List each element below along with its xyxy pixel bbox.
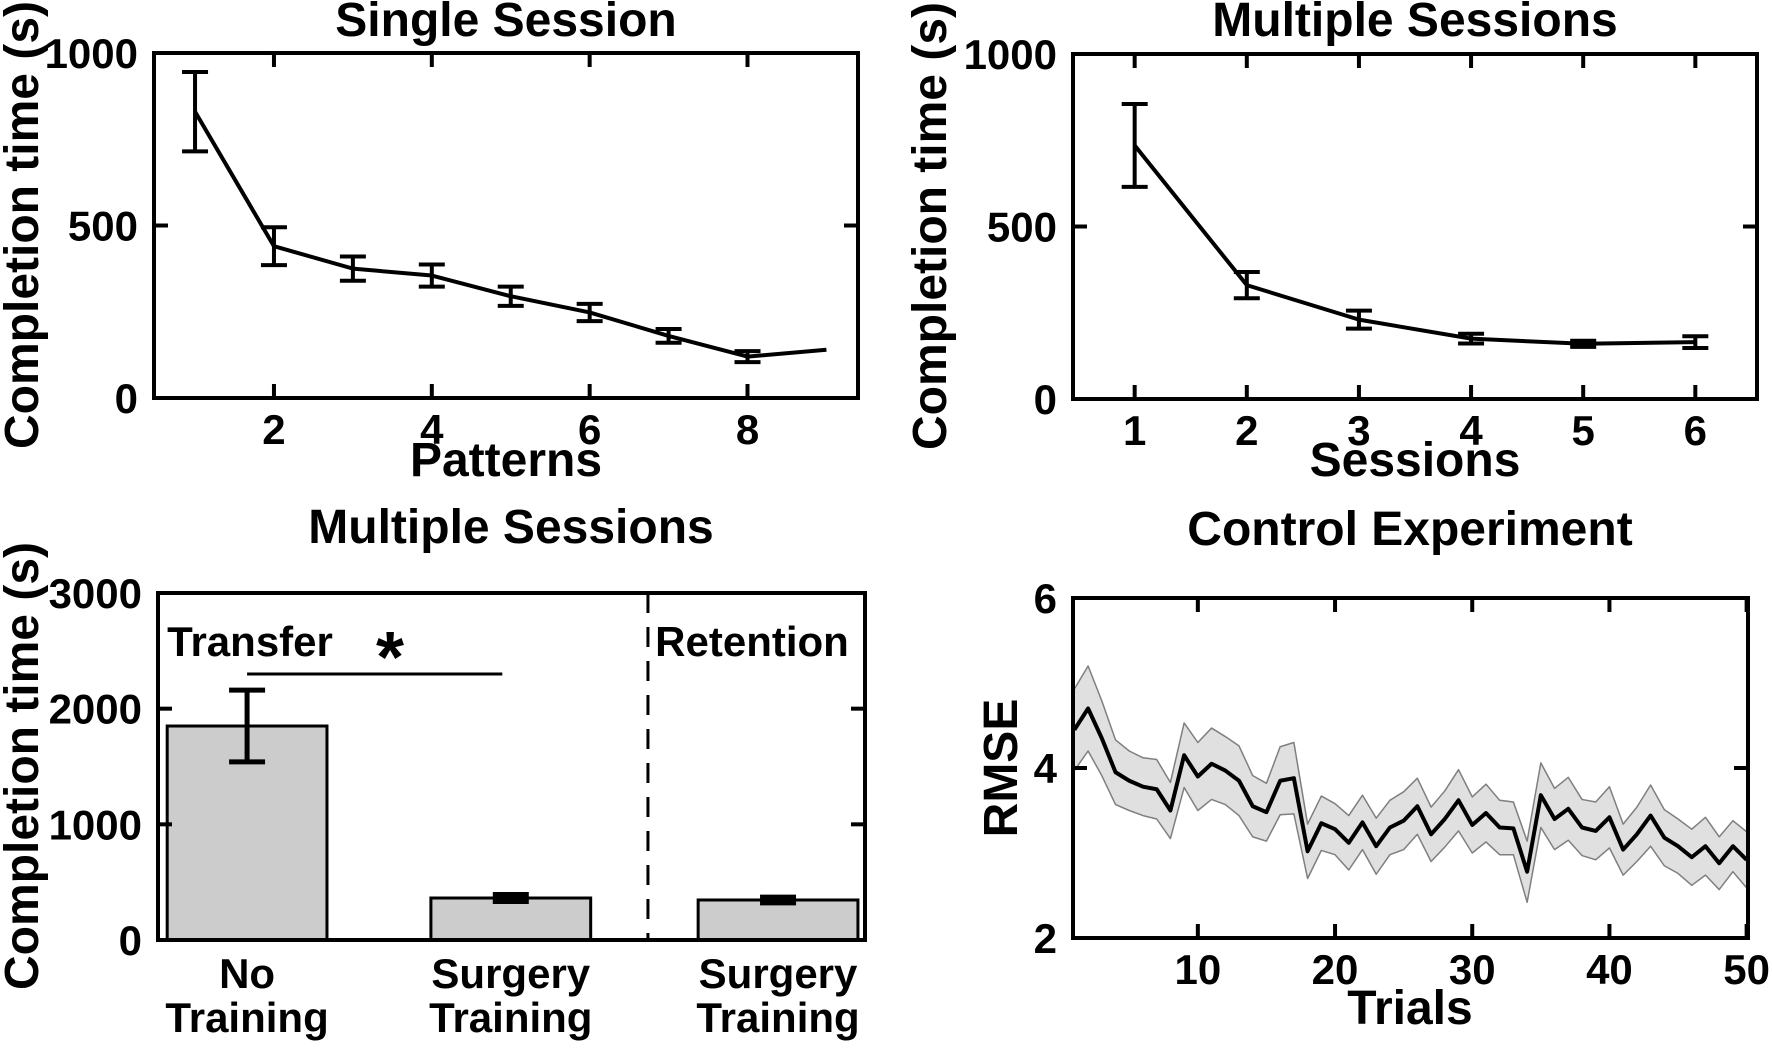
single-session-xlabel: Patterns xyxy=(410,434,602,487)
y-tick-label: 4 xyxy=(1034,745,1058,792)
multiple-sessions-bar-title: Multiple Sessions xyxy=(308,501,713,554)
x-tick-label: 6 xyxy=(578,406,601,453)
x-tick-label: 50 xyxy=(1723,946,1770,993)
panel-multiple-sessions-line: 1 2 3 4 5 6 0 500 1000 Multiple Sessions Session… xyxy=(904,0,1759,487)
x-tick-label: 3 xyxy=(1347,407,1370,454)
panel-multiple-sessions-bar: NoTrainingSurgeryTrainingSurgeryTraining… xyxy=(0,501,867,1041)
bar-rect xyxy=(429,896,593,942)
axes-box xyxy=(1071,596,1750,940)
error-band xyxy=(1074,666,1747,903)
control-experiment-xlabel: Trials xyxy=(1347,982,1472,1035)
control-experiment-plot-area: 10 20 30 40 50 2 4 6 xyxy=(1034,575,1770,993)
multiple-sessions-bar-ylabel: Completion time (s) xyxy=(0,542,49,990)
mean-line xyxy=(1133,144,1696,346)
x-tick-label: 4 xyxy=(1459,407,1483,454)
multiple-sessions-bar-plot-area: NoTrainingSurgeryTrainingSurgeryTraining… xyxy=(49,570,867,1041)
y-tick-label: 1000 xyxy=(45,30,138,77)
y-tick-label: 500 xyxy=(68,203,138,250)
multiple-sessions-line-plot-area: 1 2 3 4 5 6 0 500 1000 xyxy=(964,31,1759,454)
x-tick-label: 2 xyxy=(1235,407,1258,454)
bar-rect xyxy=(696,898,860,942)
bar-category-label: Training xyxy=(429,994,592,1041)
axes-box xyxy=(152,51,860,400)
x-tick-label: 8 xyxy=(736,406,759,453)
y-tick-label: 500 xyxy=(987,204,1057,251)
axes-box xyxy=(156,591,867,942)
y-tick-label: 2000 xyxy=(49,686,142,733)
x-tick-label: 2 xyxy=(262,406,285,453)
panel-single-session: 2 4 6 8 0 500 1000 Single Session Patterns Com… xyxy=(0,0,860,487)
retention-section-label: Retention xyxy=(655,618,849,665)
multiple-sessions-line-title: Multiple Sessions xyxy=(1212,0,1617,47)
transfer-section-label: Transfer xyxy=(167,618,333,665)
error-band-upper-edge xyxy=(1073,665,1748,842)
y-tick-label: 0 xyxy=(119,917,142,964)
bar-category-label: Training xyxy=(696,994,859,1041)
mean-line xyxy=(193,110,827,359)
single-session-ylabel: Completion time (s) xyxy=(0,1,49,449)
bar-category-label: Surgery xyxy=(431,950,590,997)
y-tick-label: 2 xyxy=(1034,915,1057,962)
single-session-plot-area: 2 4 6 8 0 500 1000 xyxy=(45,30,860,453)
multiple-sessions-line-xlabel: Sessions xyxy=(1310,434,1521,487)
mean-line xyxy=(1072,706,1749,874)
axes-box xyxy=(1071,52,1759,401)
x-tick-label: 40 xyxy=(1586,946,1633,993)
bar-category-label: Training xyxy=(165,994,328,1041)
x-tick-label: 4 xyxy=(420,406,444,453)
bar-category-label: No xyxy=(219,950,275,997)
significance-star: * xyxy=(376,618,404,698)
x-tick-label: 1 xyxy=(1123,407,1146,454)
x-tick-label: 30 xyxy=(1449,946,1496,993)
x-tick-label: 5 xyxy=(1572,407,1595,454)
y-tick-label: 3000 xyxy=(49,570,142,617)
bar-category-label: Surgery xyxy=(699,950,858,997)
x-tick-label: 6 xyxy=(1684,407,1707,454)
control-experiment-title: Control Experiment xyxy=(1187,503,1632,556)
error-band-lower-edge xyxy=(1073,750,1748,904)
x-tick-label: 20 xyxy=(1312,946,1359,993)
y-tick-label: 0 xyxy=(1034,376,1057,423)
x-tick-label: 10 xyxy=(1174,946,1221,993)
control-experiment-ylabel: RMSE xyxy=(975,699,1028,838)
y-tick-label: 1000 xyxy=(964,31,1057,78)
multiple-sessions-line-ylabel: Completion time (s) xyxy=(904,2,957,450)
single-session-title: Single Session xyxy=(335,0,676,47)
y-tick-label: 6 xyxy=(1034,575,1057,622)
y-tick-label: 0 xyxy=(115,375,138,422)
y-tick-label: 1000 xyxy=(49,801,142,848)
